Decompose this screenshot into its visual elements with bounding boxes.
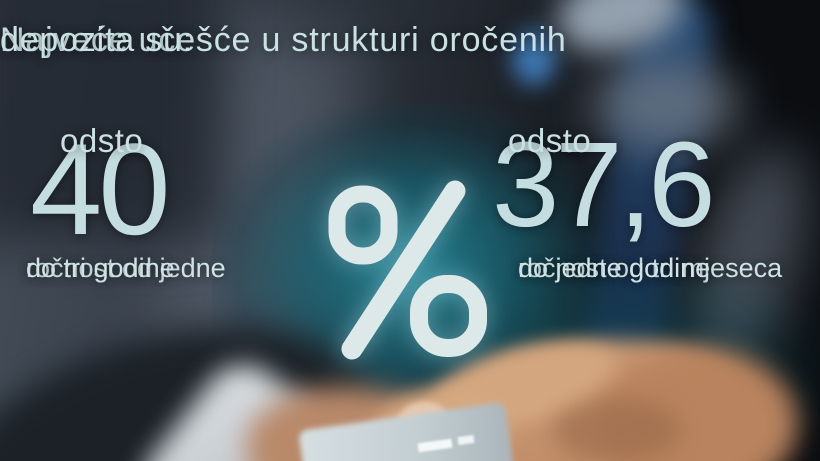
stat-right-caption-line1: ročnost od tri mjeseca (518, 253, 783, 283)
hand-crease (552, 398, 682, 461)
stat-right-unit: odsto (508, 122, 592, 159)
suit-fold-left (0, 0, 220, 240)
stat-left-caption-line1: ročnost od jedne (26, 253, 226, 283)
stat-right-value: 37,6 (492, 116, 716, 252)
headline-line2: depozita su: (0, 21, 193, 59)
stat-left-caption-line2: do tri godine (26, 253, 175, 283)
stat-left-unit: odsto (60, 122, 144, 159)
headline-line1: Najveće učešće u strukturi oročenih (0, 21, 567, 59)
stat-left-value: 40 (30, 116, 171, 262)
tie-highlight (512, 30, 556, 86)
stat-right-caption-line2: do jedne godine (518, 253, 711, 283)
shoulder-highlight (592, 60, 742, 150)
